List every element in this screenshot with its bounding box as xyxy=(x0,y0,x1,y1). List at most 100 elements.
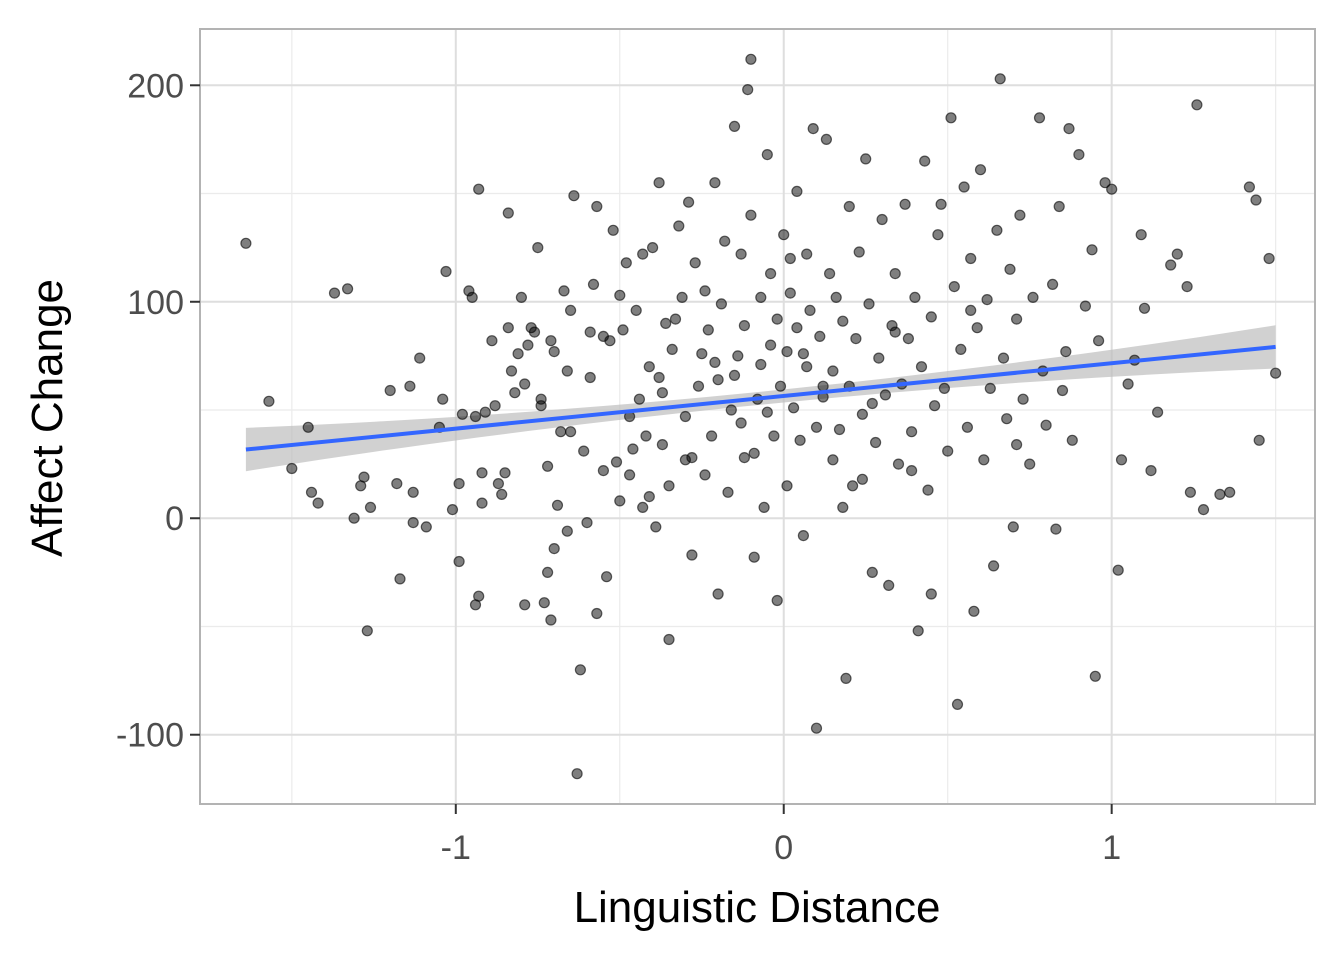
data-point xyxy=(705,430,718,442)
data-point xyxy=(505,365,518,377)
data-point xyxy=(1145,465,1157,477)
regression-line xyxy=(245,344,1276,452)
data-point xyxy=(627,443,639,455)
data-point xyxy=(489,400,501,412)
data-point xyxy=(607,224,619,236)
data-point xyxy=(633,393,646,405)
data-point xyxy=(1135,229,1147,241)
data-point xyxy=(499,467,511,479)
data-point xyxy=(709,356,721,368)
data-point xyxy=(1165,259,1177,271)
data-point xyxy=(938,382,951,394)
minor-gridlines xyxy=(200,29,1315,804)
data-point xyxy=(502,322,514,334)
data-point xyxy=(453,555,465,568)
data-point xyxy=(676,291,688,303)
data-point xyxy=(679,410,692,423)
data-point xyxy=(302,421,314,433)
data-point xyxy=(951,698,964,711)
data-point xyxy=(660,317,672,329)
data-point xyxy=(568,190,580,202)
data-point xyxy=(771,313,783,325)
data-point xyxy=(476,497,488,509)
data-point xyxy=(696,348,708,360)
data-point xyxy=(1014,209,1026,221)
data-point xyxy=(702,324,714,336)
data-point xyxy=(640,430,652,442)
data-point xyxy=(1171,248,1183,260)
data-point xyxy=(755,291,767,303)
data-point xyxy=(240,237,252,249)
data-point xyxy=(722,486,734,498)
data-point xyxy=(728,369,741,381)
data-point xyxy=(830,291,842,303)
data-point xyxy=(532,242,544,254)
data-point xyxy=(974,164,987,176)
data-point xyxy=(889,326,901,338)
data-point xyxy=(1056,384,1069,397)
data-point xyxy=(637,501,649,513)
data-point xyxy=(1092,335,1105,347)
data-point xyxy=(548,346,560,358)
x-axis-title: Linguistic Distance xyxy=(574,883,941,932)
data-point xyxy=(669,313,682,325)
data-point xyxy=(328,287,341,299)
data-point xyxy=(1004,263,1016,275)
data-point xyxy=(404,380,416,392)
data-point xyxy=(656,439,669,451)
data-point xyxy=(473,183,485,195)
data-point xyxy=(597,465,610,477)
data-point xyxy=(682,196,695,208)
data-point xyxy=(856,408,869,420)
data-point xyxy=(420,521,432,533)
data-point xyxy=(1040,419,1052,431)
data-point xyxy=(912,625,924,637)
data-point xyxy=(686,452,698,464)
data-point xyxy=(840,672,852,685)
data-point xyxy=(479,406,491,418)
data-point xyxy=(574,664,587,676)
data-point xyxy=(748,447,760,459)
data-point xyxy=(807,123,819,135)
data-point xyxy=(581,516,593,529)
data-point xyxy=(787,402,800,414)
data-point xyxy=(869,436,882,449)
data-point xyxy=(591,200,603,213)
x-tick-label: 1 xyxy=(1102,829,1121,867)
data-point xyxy=(643,361,655,373)
data-point xyxy=(843,200,855,213)
data-point xyxy=(905,465,918,477)
data-point xyxy=(1184,486,1197,498)
data-point xyxy=(991,224,1003,236)
data-point xyxy=(1115,454,1128,466)
data-point xyxy=(564,426,577,438)
data-point xyxy=(738,452,751,464)
x-axis-ticks: -1 0 1 xyxy=(441,804,1121,867)
data-point xyxy=(764,268,777,280)
data-point xyxy=(833,423,846,436)
data-point xyxy=(597,330,610,342)
data-point xyxy=(1086,244,1098,256)
data-point xyxy=(456,408,468,420)
data-point xyxy=(614,495,626,507)
data-point xyxy=(564,304,577,316)
data-point xyxy=(784,252,796,265)
data-point xyxy=(784,287,796,299)
data-point xyxy=(1027,291,1039,303)
data-point xyxy=(863,298,875,310)
data-point xyxy=(361,625,373,637)
data-point xyxy=(555,426,567,438)
data-point xyxy=(545,335,557,347)
data-point xyxy=(646,242,659,254)
data-point xyxy=(623,469,636,481)
data-point xyxy=(905,426,918,438)
data-point xyxy=(614,289,626,301)
data-point xyxy=(981,294,993,306)
data-point xyxy=(446,504,459,516)
data-point xyxy=(578,445,590,457)
data-point xyxy=(860,153,872,165)
data-point xyxy=(528,326,541,338)
data-point xyxy=(519,599,531,611)
data-point xyxy=(686,549,698,561)
